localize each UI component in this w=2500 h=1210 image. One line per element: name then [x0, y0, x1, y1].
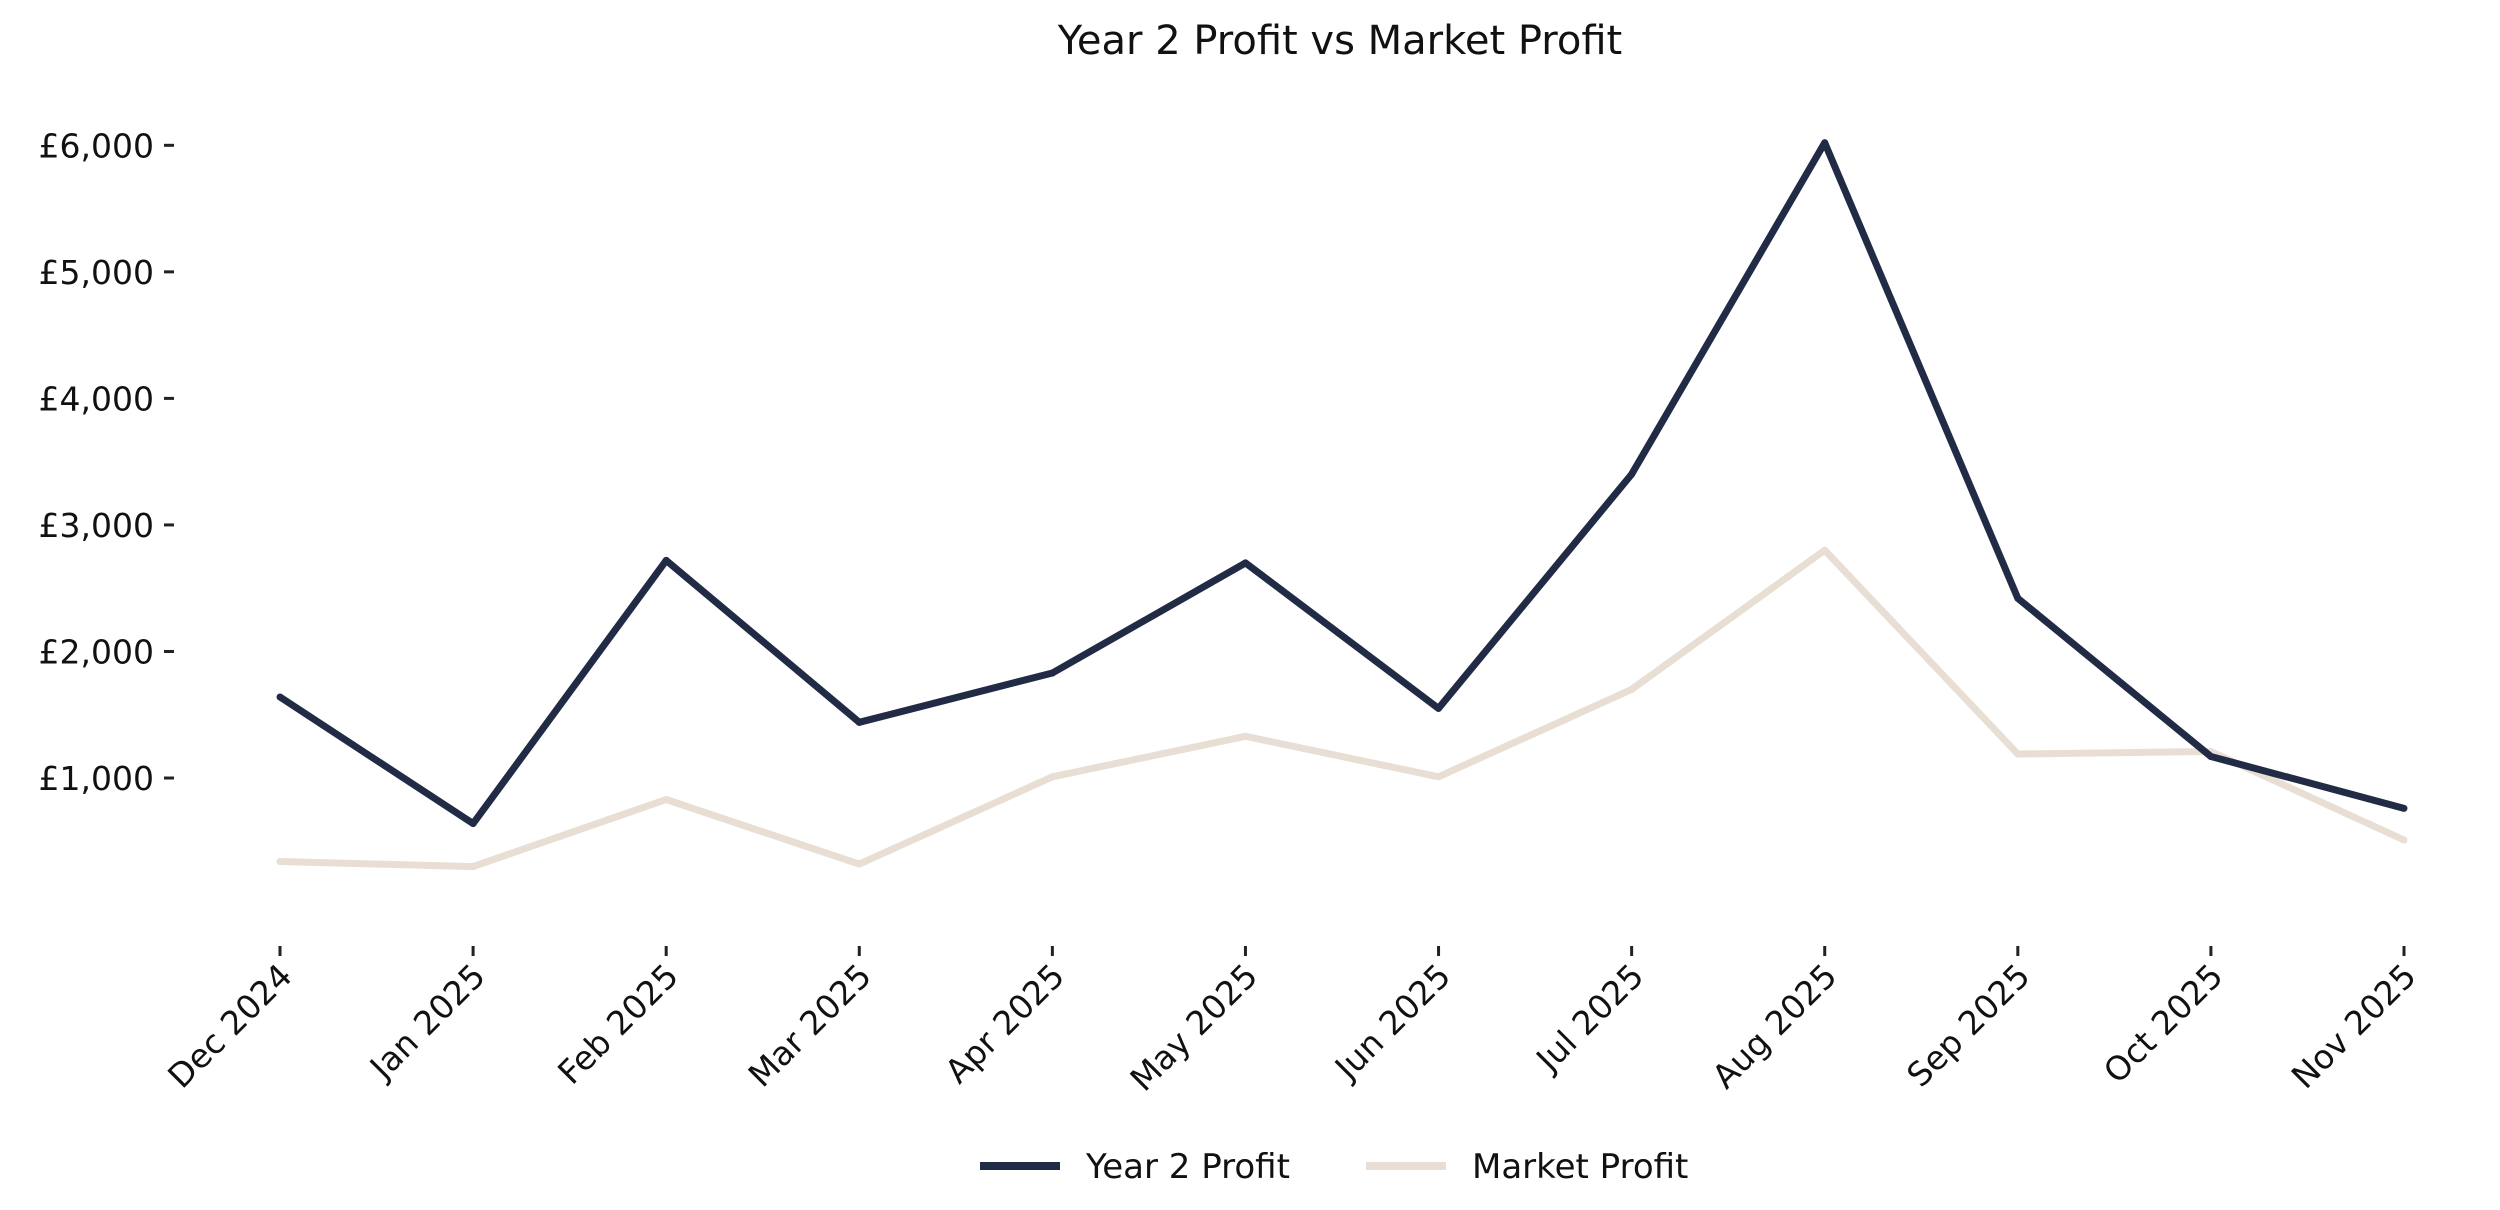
y-tick: £2,000 — [39, 632, 174, 671]
legend-label: Market Profit — [1472, 1147, 1688, 1187]
x-tick: Aug 2025 — [1704, 946, 1844, 1096]
data-point — [1435, 704, 1443, 712]
x-axis: Dec 2024 Jan 2025 Feb 2025 Mar 2025 Apr 2025… — [160, 946, 2424, 1099]
data-point — [2400, 804, 2408, 812]
x-tick: Dec 2024 — [160, 946, 300, 1096]
y-tick: £1,000 — [39, 759, 174, 798]
data-point — [1435, 773, 1443, 781]
series — [276, 546, 2408, 871]
x-tick: Nov 2025 — [2284, 946, 2424, 1096]
y-tick: £6,000 — [39, 126, 174, 165]
y-axis: £1,000 £2,000 £3,000 £4,000 £5,000 £6,000 — [39, 126, 174, 798]
series-layer — [276, 139, 2408, 871]
x-tick: Apr 2025 — [937, 946, 1072, 1091]
x-tick-label: Jun 2025 — [1326, 956, 1458, 1088]
data-point — [469, 820, 477, 828]
y-tick-label: £5,000 — [39, 253, 154, 292]
y-tick-label: £3,000 — [39, 506, 154, 545]
x-tick: Jan 2025 — [361, 946, 493, 1088]
x-tick-label: Feb 2025 — [550, 956, 686, 1092]
legend: Year 2 Profit Market Profit — [980, 1147, 1688, 1187]
y-tick: £4,000 — [39, 379, 174, 418]
y-tick-label: £1,000 — [39, 759, 154, 798]
x-tick-label: Sep 2025 — [1899, 956, 2037, 1094]
x-tick-label: Jul 2025 — [1527, 956, 1651, 1080]
y-tick-label: £4,000 — [39, 379, 154, 418]
x-tick-label: Dec 2024 — [160, 956, 300, 1096]
data-point — [1821, 139, 1829, 147]
series-line — [279, 546, 2406, 871]
y-tick: £5,000 — [39, 253, 174, 292]
legend-item: Year 2 Profit — [980, 1147, 1290, 1187]
data-point — [469, 863, 477, 871]
data-point — [1048, 669, 1056, 677]
data-point — [276, 693, 284, 701]
x-tick: Oct 2025 — [2096, 946, 2231, 1091]
legend-item: Market Profit — [1366, 1147, 1688, 1187]
data-point — [1241, 732, 1249, 740]
x-tick-label: Apr 2025 — [937, 956, 1072, 1091]
series — [276, 139, 2408, 828]
chart-title: Year 2 Profit vs Market Profit — [1057, 18, 1622, 64]
data-point — [2014, 594, 2022, 602]
data-point — [2014, 750, 2022, 758]
x-tick: Jul 2025 — [1527, 946, 1651, 1080]
data-point — [1628, 470, 1636, 478]
x-tick-label: Aug 2025 — [1704, 956, 1844, 1096]
x-tick-label: Oct 2025 — [2096, 956, 2231, 1091]
x-tick-label: Nov 2025 — [2284, 956, 2424, 1096]
series-line — [278, 139, 2405, 828]
x-tick: Feb 2025 — [550, 946, 686, 1092]
data-point — [2400, 836, 2408, 844]
y-tick-label: £6,000 — [39, 126, 154, 165]
x-tick-label: May 2025 — [1122, 956, 1265, 1099]
x-tick-label: Jan 2025 — [361, 956, 493, 1088]
data-point — [1628, 685, 1636, 693]
data-point — [1821, 546, 1829, 554]
data-point — [855, 860, 863, 868]
data-point — [1241, 559, 1249, 567]
data-point — [1048, 773, 1056, 781]
data-point — [662, 796, 670, 804]
data-point — [855, 718, 863, 726]
y-tick: £3,000 — [39, 506, 174, 545]
x-tick: Mar 2025 — [741, 946, 879, 1094]
x-tick: Jun 2025 — [1326, 946, 1458, 1088]
data-point — [2207, 753, 2215, 761]
data-point — [276, 858, 284, 866]
legend-label: Year 2 Profit — [1085, 1147, 1290, 1187]
x-tick: May 2025 — [1122, 946, 1265, 1099]
x-tick: Sep 2025 — [1899, 946, 2037, 1094]
data-point — [662, 556, 670, 564]
x-tick-label: Mar 2025 — [741, 956, 879, 1094]
y-tick-label: £2,000 — [39, 632, 154, 671]
